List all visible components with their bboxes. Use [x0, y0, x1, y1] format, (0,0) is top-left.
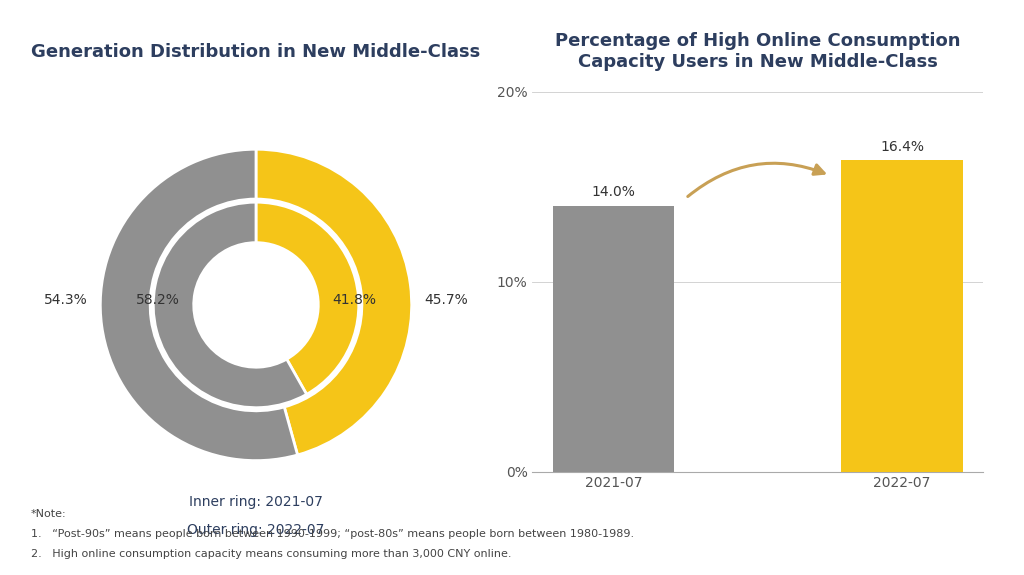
Text: 16.4%: 16.4%: [880, 140, 924, 154]
Text: 45.7%: 45.7%: [424, 293, 468, 307]
Text: 58.2%: 58.2%: [136, 293, 179, 307]
Title: Percentage of High Online Consumption
Capacity Users in New Middle-Class: Percentage of High Online Consumption Ca…: [555, 32, 961, 71]
Text: Generation Distribution in New Middle-Class: Generation Distribution in New Middle-Cl…: [32, 43, 480, 62]
Text: *Note:: *Note:: [31, 509, 67, 519]
Wedge shape: [256, 202, 358, 394]
Wedge shape: [154, 202, 306, 408]
Bar: [842, 160, 963, 471]
Text: 54.3%: 54.3%: [44, 293, 88, 307]
Bar: [553, 206, 674, 472]
Text: 1.   “Post-90s” means people born between 1990-1999; “post-80s” means people bor: 1. “Post-90s” means people born between …: [31, 529, 634, 539]
Text: 14.0%: 14.0%: [592, 185, 636, 199]
Text: Inner ring: 2021-07: Inner ring: 2021-07: [189, 495, 323, 509]
Text: 2.   High online consumption capacity means consuming more than 3,000 CNY online: 2. High online consumption capacity mean…: [31, 549, 511, 559]
Text: 41.8%: 41.8%: [333, 293, 376, 307]
Wedge shape: [256, 150, 412, 455]
Wedge shape: [100, 150, 298, 461]
Text: Outer ring: 2022-07: Outer ring: 2022-07: [187, 523, 325, 537]
